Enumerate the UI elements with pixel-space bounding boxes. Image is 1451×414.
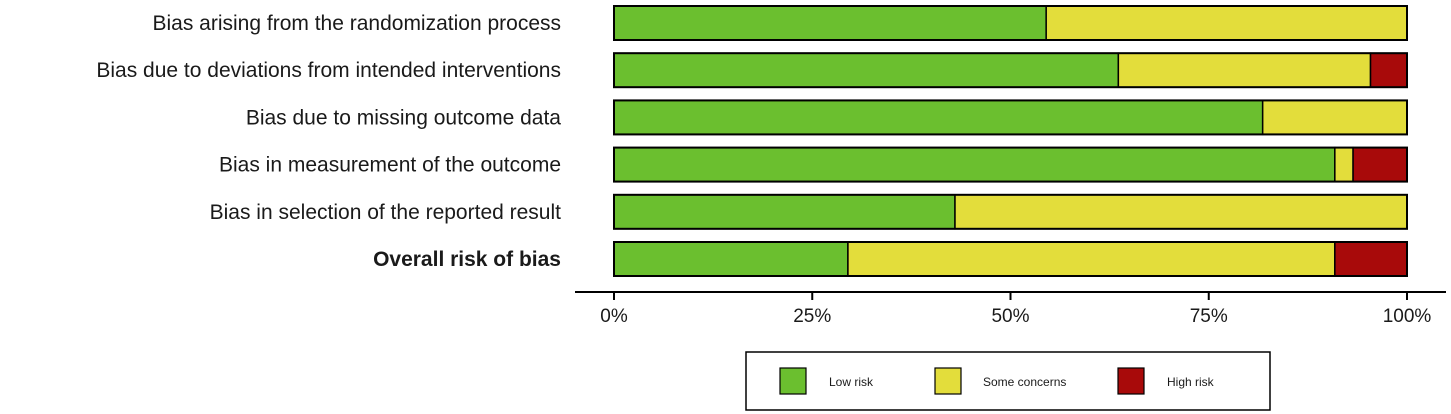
x-tick-label-2: 50% xyxy=(991,306,1029,327)
bar-outline-5 xyxy=(613,193,1408,230)
legend-label-some-concerns: Some concerns xyxy=(983,375,1066,389)
bar-segment-some-concerns-2 xyxy=(1117,52,1372,88)
bar-segment-low-risk-5 xyxy=(613,194,956,230)
category-labels: Bias arising from the randomization proc… xyxy=(96,12,561,271)
bar-outline-4 xyxy=(613,146,1408,183)
legend-label-high-risk: High risk xyxy=(1167,375,1215,389)
category-label-bias-in-selection-of-the-reported-result: Bias in selection of the reported result xyxy=(210,201,562,224)
bar-segment-high-risk-2 xyxy=(1369,52,1408,88)
category-label-bias-arising-from-the-randomization-process: Bias arising from the randomization proc… xyxy=(152,12,561,35)
bar-outline-3 xyxy=(613,99,1408,136)
bar-segment-some-concerns-3 xyxy=(1261,99,1408,136)
bar-segment-low-risk-4 xyxy=(613,146,1336,183)
x-tick-label-0: 0% xyxy=(600,306,628,327)
bar-segment-high-risk-4 xyxy=(1352,146,1408,183)
legend: Low risk Some concerns High risk xyxy=(745,351,1271,411)
legend-swatch-some-concerns xyxy=(934,367,962,395)
bar-outline-1 xyxy=(613,5,1408,41)
bar-segment-some-concerns-6 xyxy=(847,241,1336,277)
x-axis: 0% 25% 50% 75% 100% xyxy=(575,291,1446,327)
legend-label-low-risk: Low risk xyxy=(829,375,874,389)
x-tick-label-1: 25% xyxy=(793,306,831,327)
bar-segment-some-concerns-1 xyxy=(1045,5,1408,41)
bar-segment-some-concerns-5 xyxy=(954,194,1408,230)
category-label-bias-in-measurement-of-the-outcome: Bias in measurement of the outcome xyxy=(219,154,561,177)
bar-segment-some-concerns-4 xyxy=(1334,146,1354,183)
bar-segment-low-risk-1 xyxy=(613,5,1047,41)
legend-box xyxy=(745,351,1271,411)
bar-outline-2 xyxy=(613,52,1408,89)
bar-segment-low-risk-2 xyxy=(613,52,1120,88)
legend-swatch-low-risk xyxy=(779,367,807,395)
x-tick-label-4: 100% xyxy=(1383,306,1432,327)
category-label-overall-risk-of-bias: Overall risk of bias xyxy=(373,248,561,271)
x-tick-label-3: 75% xyxy=(1190,306,1228,327)
category-label-bias-due-to-deviations-from-intended-interventions: Bias due to deviations from intended int… xyxy=(96,59,561,82)
bar-segment-high-risk-6 xyxy=(1334,241,1408,277)
stacked-bars xyxy=(613,5,1408,277)
category-label-bias-due-to-missing-outcome-data: Bias due to missing outcome data xyxy=(246,106,561,129)
bar-outline-6 xyxy=(613,241,1408,277)
bar-segment-low-risk-6 xyxy=(613,241,849,277)
bar-segment-low-risk-3 xyxy=(613,99,1264,136)
legend-swatch-high-risk xyxy=(1117,367,1145,395)
